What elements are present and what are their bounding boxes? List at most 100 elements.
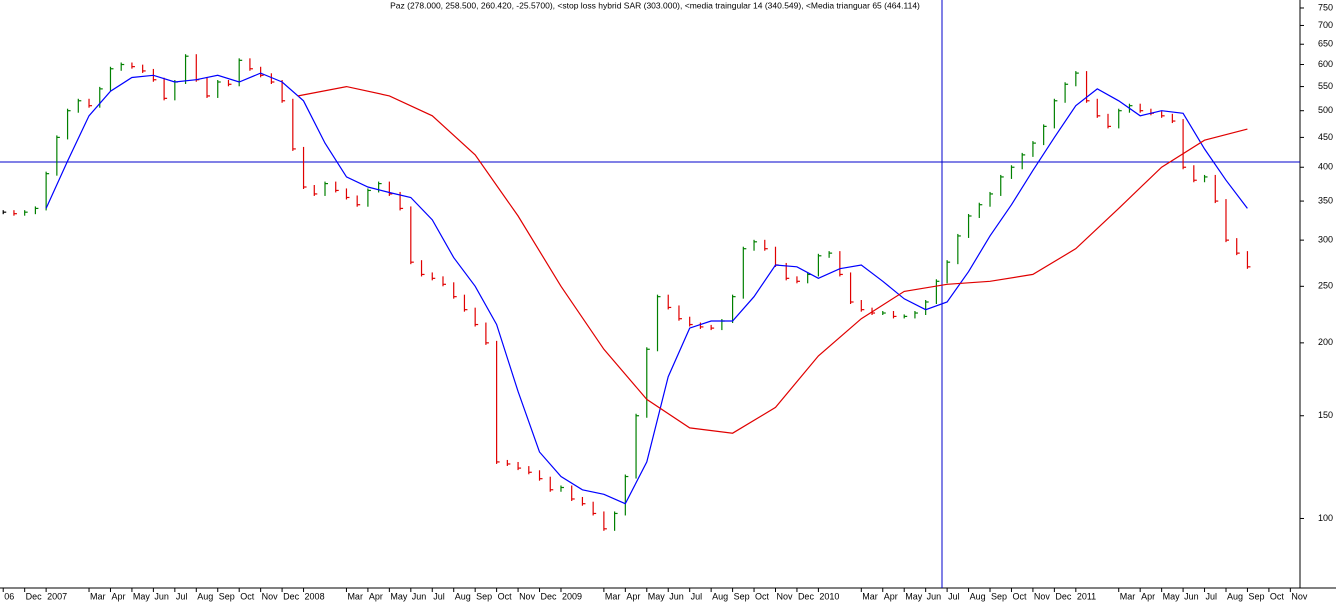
chart-title: Paz (278.000, 258.500, 260.420, -25.5700…	[390, 0, 920, 10]
x-tick-label: Sep	[734, 591, 750, 601]
price-bar	[1010, 165, 1015, 179]
price-bar	[410, 206, 414, 265]
price-bar	[474, 307, 479, 327]
x-tick-label: Dec	[541, 591, 558, 601]
price-bar	[903, 314, 908, 319]
x-tick-label: Mar	[862, 591, 878, 601]
x-tick-label: Mar	[90, 591, 106, 601]
price-bar	[925, 299, 929, 316]
price-bar	[420, 260, 425, 277]
x-tick-label: Mar	[347, 591, 363, 601]
x-tick-label: Jul	[433, 591, 445, 601]
price-bar	[367, 188, 371, 207]
x-tick-label: 2011	[1077, 591, 1096, 601]
price-bar	[506, 459, 511, 466]
x-tick-label: Jun	[1184, 591, 1199, 601]
x-tick-label: 2009	[562, 591, 582, 601]
price-bar	[88, 98, 93, 108]
x-tick-label: Oct	[1012, 591, 1027, 601]
x-tick-label: Jul	[691, 591, 703, 601]
price-bar	[1214, 174, 1219, 204]
moving-average-line	[45, 72, 1248, 505]
x-tick-label: Nov	[1291, 591, 1308, 601]
price-bar	[442, 276, 446, 287]
price-bar	[1000, 174, 1004, 196]
x-tick-label: Aug	[970, 591, 986, 601]
price-bar	[1139, 103, 1144, 113]
x-tick-label: Aug	[712, 591, 728, 601]
price-bar	[882, 311, 886, 316]
price-bar	[453, 282, 457, 299]
price-bar	[388, 181, 393, 196]
y-tick-label: 550	[1318, 81, 1333, 91]
x-tick-label: Nov	[776, 591, 793, 601]
x-tick-label: Jun	[412, 591, 427, 601]
x-tick-label: Mar	[605, 591, 621, 601]
x-tick-label: Apr	[884, 591, 898, 601]
price-bar	[302, 146, 307, 189]
price-bar	[217, 79, 221, 98]
price-bar	[517, 461, 522, 471]
price-bar	[206, 77, 211, 98]
price-bar	[989, 191, 994, 207]
x-tick-label: Dec	[26, 591, 43, 601]
price-bar	[496, 340, 500, 464]
price-bar	[335, 181, 339, 193]
price-bar	[581, 496, 586, 506]
x-tick-label: Dec	[283, 591, 300, 601]
x-tick-label: Aug	[455, 591, 471, 601]
price-bar	[764, 239, 768, 251]
price-bar	[731, 294, 736, 324]
price-bar	[560, 485, 564, 492]
price-bar	[1171, 113, 1176, 124]
price-bar	[485, 322, 489, 345]
price-bar	[656, 294, 661, 352]
price-bar	[281, 79, 286, 103]
price-bar	[592, 501, 597, 516]
price-bar	[1118, 108, 1122, 129]
price-bar	[892, 311, 897, 319]
y-tick-label: 750	[1318, 2, 1333, 12]
price-bar	[1032, 141, 1036, 157]
x-tick-label: May	[133, 591, 151, 601]
y-tick-label: 650	[1318, 39, 1333, 49]
x-tick-label: 2007	[47, 591, 67, 601]
x-tick-label: Nov	[519, 591, 536, 601]
x-tick-label: Sep	[991, 591, 1007, 601]
x-tick-label: Aug	[197, 591, 213, 601]
price-bar	[345, 188, 350, 200]
price-bar	[689, 316, 693, 327]
y-tick-label: 700	[1318, 20, 1333, 30]
x-tick-label: Apr	[111, 591, 125, 601]
price-bar	[796, 276, 800, 284]
x-tick-label: 2008	[305, 591, 325, 601]
y-tick-label: 400	[1318, 162, 1333, 172]
y-tick-label: 150	[1318, 410, 1333, 420]
price-bar	[1246, 251, 1251, 269]
x-tick-label: Aug	[1227, 591, 1243, 601]
x-tick-label: Jul	[948, 591, 960, 601]
x-tick-label: Sep	[1248, 591, 1264, 601]
x-tick-label: 2010	[819, 591, 839, 601]
y-tick-label: 250	[1318, 281, 1333, 291]
x-tick-label: Jun	[154, 591, 169, 601]
price-bar	[120, 62, 125, 71]
y-tick-label: 200	[1318, 337, 1333, 347]
price-bar	[667, 294, 672, 310]
price-bar	[1182, 119, 1187, 170]
price-bar	[1161, 111, 1165, 118]
price-bar	[163, 77, 168, 101]
price-bar	[1203, 174, 1208, 183]
price-bar	[635, 413, 640, 479]
price-bar	[2, 210, 7, 215]
price-bar	[34, 206, 39, 215]
price-bar	[24, 210, 28, 216]
price-bar	[1053, 98, 1058, 129]
price-bar	[646, 347, 650, 418]
price-bar	[292, 98, 296, 151]
price-bar	[431, 272, 436, 281]
price-bar	[914, 311, 918, 319]
price-bar	[270, 73, 275, 84]
price-bar	[227, 79, 232, 87]
